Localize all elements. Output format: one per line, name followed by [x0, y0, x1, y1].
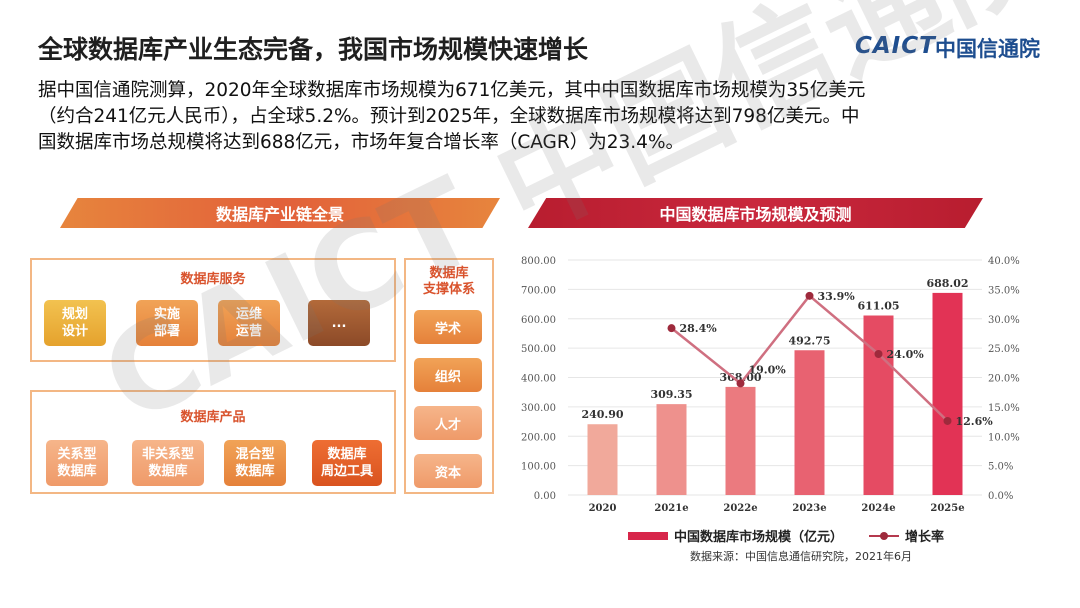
x-tick-label: 2022e: [723, 503, 757, 514]
growth-rate-marker: [667, 324, 676, 333]
x-tick-label: 2024e: [861, 503, 895, 514]
bar: [656, 404, 687, 495]
y-right-tick-label: 40.0%: [988, 256, 1020, 267]
bar: [725, 386, 756, 495]
growth-rate-marker: [736, 379, 745, 388]
bar-data-label: 492.75: [788, 334, 830, 347]
service-tile: ...: [308, 300, 370, 346]
bar-data-label: 240.90: [581, 408, 623, 421]
growth-rate-marker: [943, 416, 952, 425]
y-right-tick-label: 25.0%: [988, 344, 1020, 355]
service-tile: 实施 部署: [136, 300, 198, 346]
intro-line: （约合241亿元人民币），占全球5.2%。预计到2025年，全球数据库市场规模将…: [38, 106, 860, 127]
intro-line: 据中国信通院测算，2020年全球数据库市场规模为671亿美元，其中中国数据库市场…: [38, 80, 866, 101]
intro-text: 据中国信通院测算，2020年全球数据库市场规模为671亿美元，其中中国数据库市场…: [38, 78, 1048, 156]
y-right-tick-label: 20.0%: [988, 374, 1020, 385]
industry-chain-banner: 数据库产业链全景: [60, 198, 500, 228]
support-title: 数据库 支撑体系: [422, 266, 475, 297]
page-title: 全球数据库产业生态完备，我国市场规模快速增长: [38, 35, 589, 64]
service-tile: 规划 设计: [44, 300, 106, 346]
legend-bar-swatch: [628, 531, 668, 540]
x-tick-label: 2020: [589, 503, 617, 514]
y-left-tick-label: 800.00: [521, 256, 556, 267]
products-panel: 数据库产品 关系型 数据库 非关系型 数据库 混合型 数据库 数据库 周边工具: [30, 390, 396, 494]
bar: [794, 350, 825, 495]
bar-data-label: 611.05: [857, 300, 899, 313]
services-panel: 数据库服务 规划 设计 实施 部署 运维 运营 ...: [30, 258, 396, 362]
support-tile: 组织: [414, 358, 482, 392]
growth-rate-label: 24.0%: [887, 348, 925, 361]
logo-cn: 中国信通院: [935, 37, 1040, 61]
y-right-tick-label: 0.0%: [988, 491, 1013, 502]
market-size-chart: 0.00 100.00 200.00 300.00 400.00 500.00 600.00…: [521, 256, 1020, 514]
intro-line: 国数据库市场总规模将达到688亿元，市场年复合增长率（CAGR）为23.4%。: [38, 132, 685, 153]
y-right-tick-label: 5.0%: [988, 462, 1013, 473]
growth-rate-marker: [805, 291, 814, 300]
product-tile: 混合型 数据库: [224, 440, 286, 486]
services-title: 数据库服务: [180, 272, 246, 287]
growth-rate-label: 12.6%: [956, 415, 994, 428]
x-tick-label: 2023e: [792, 503, 826, 514]
y-right-tick-label: 15.0%: [988, 403, 1020, 414]
caict-logo: CAICT 中国信通院: [855, 33, 1050, 63]
service-tile: 运维 运营: [218, 300, 280, 346]
growth-rate-label: 19.0%: [749, 363, 787, 376]
product-tile: 数据库 周边工具: [312, 440, 382, 486]
product-tile: 非关系型 数据库: [132, 440, 204, 486]
chart-legend: 中国数据库市场规模（亿元） 增长率: [628, 526, 944, 545]
y-left-tick-label: 700.00: [521, 285, 556, 296]
bar-data-label: 688.02: [926, 277, 968, 290]
bar: [932, 292, 963, 495]
y-left-tick-label: 400.00: [521, 374, 556, 385]
bar: [863, 315, 894, 495]
x-tick-label: 2025e: [930, 503, 964, 514]
support-tile: 资本: [414, 454, 482, 488]
support-tile: 学术: [414, 310, 482, 344]
bar-data-label: 309.35: [650, 388, 692, 401]
y-left-tick-label: 0.00: [534, 491, 556, 502]
legend-line-label: 增长率: [905, 530, 945, 545]
y-left-tick-label: 300.00: [521, 403, 556, 414]
market-size-banner: 中国数据库市场规模及预测: [528, 198, 983, 228]
y-left-tick-label: 100.00: [521, 462, 556, 473]
legend-bar-label: 中国数据库市场规模（亿元）: [674, 530, 844, 545]
growth-rate-label: 33.9%: [818, 290, 856, 303]
y-right-tick-label: 35.0%: [988, 285, 1020, 296]
y-right-tick-label: 30.0%: [988, 315, 1020, 326]
logo-en: CAICT: [855, 33, 936, 59]
bar: [587, 424, 618, 495]
x-tick-label: 2021e: [654, 503, 688, 514]
growth-rate-marker: [874, 350, 883, 358]
y-left-tick-label: 600.00: [521, 315, 556, 326]
y-left-tick-label: 500.00: [521, 344, 556, 355]
support-tile: 人才: [414, 406, 482, 440]
growth-rate-label: 28.4%: [680, 322, 718, 335]
product-tile: 关系型 数据库: [46, 440, 108, 486]
y-left-tick-label: 200.00: [521, 432, 556, 443]
legend-line-swatch: [869, 531, 900, 540]
data-source: 数据来源：中国信息通信研究院，2021年6月: [690, 550, 912, 563]
products-title: 数据库产品: [180, 410, 246, 425]
y-right-tick-label: 10.0%: [988, 432, 1020, 443]
support-panel: 数据库 支撑体系 学术 组织 人才 资本: [404, 258, 494, 494]
